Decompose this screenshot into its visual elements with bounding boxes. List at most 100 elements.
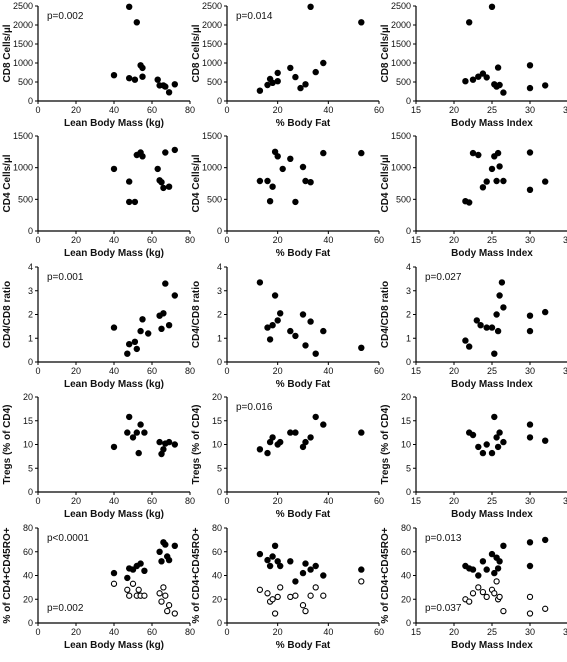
- y-tick-label: 0: [406, 618, 411, 628]
- data-point-filled: [299, 163, 307, 171]
- y-tick-label: 20: [212, 594, 222, 604]
- p-value-annotation: p<0.0001: [47, 533, 89, 544]
- data-point-filled: [496, 163, 503, 170]
- data-point-filled: [500, 542, 507, 549]
- y-tick-label: 1000: [13, 58, 33, 68]
- data-point-open: [493, 578, 500, 585]
- data-point-filled: [488, 324, 496, 331]
- data-point-filled: [526, 149, 534, 156]
- data-point-open: [269, 596, 276, 603]
- data-point-filled: [494, 64, 502, 71]
- y-tick-label: 10: [401, 440, 411, 450]
- data-point-filled: [320, 421, 327, 428]
- data-point-open: [124, 586, 131, 593]
- y-tick-label: 15: [212, 416, 222, 426]
- data-point-filled: [526, 84, 534, 92]
- data-point-filled: [266, 562, 274, 570]
- y-tick-label: 3: [406, 286, 411, 296]
- x-tick-label: 15: [411, 235, 421, 245]
- data-point-filled: [139, 64, 146, 72]
- data-point-open: [165, 602, 173, 609]
- y-tick-label: 1500: [202, 131, 222, 141]
- p-value-annotation: p=0.014: [236, 11, 273, 22]
- data-point-filled: [110, 569, 118, 577]
- data-point-filled: [483, 74, 490, 81]
- y-tick-label: 500: [18, 194, 33, 204]
- data-point-filled: [274, 77, 281, 85]
- data-point-filled: [125, 413, 133, 421]
- x-tick-label: 60: [374, 366, 384, 376]
- y-tick-label: 2500: [13, 1, 33, 11]
- data-point-filled: [491, 569, 498, 577]
- data-point-filled: [162, 541, 169, 548]
- y-tick-label: 20: [401, 392, 411, 402]
- data-point-filled: [466, 199, 473, 206]
- data-point-filled: [160, 184, 167, 192]
- data-point-filled: [171, 441, 179, 448]
- data-point-filled: [500, 304, 507, 311]
- y-tick-label: 500: [207, 194, 222, 204]
- data-point-filled: [494, 443, 502, 451]
- data-point-filled: [277, 438, 284, 446]
- data-point-filled: [274, 153, 281, 160]
- x-tick-label: 0: [224, 627, 229, 637]
- p-value-annotation: p=0.027: [425, 272, 462, 283]
- x-tick-label: 40: [323, 105, 333, 115]
- p-value-annotation: p=0.002: [47, 603, 84, 614]
- y-tick-label: 5: [217, 463, 222, 473]
- data-point-filled: [269, 322, 276, 329]
- data-point-filled: [496, 81, 503, 89]
- y-tick-label: 1500: [13, 131, 33, 141]
- data-point-filled: [466, 343, 473, 350]
- y-tick-label: 0: [217, 487, 222, 497]
- y-tick-label: 4: [217, 262, 222, 272]
- data-point-filled: [125, 74, 133, 82]
- data-point-filled: [500, 438, 507, 446]
- y-tick-label: 2000: [202, 20, 222, 30]
- data-point-open: [141, 592, 148, 599]
- data-point-filled: [307, 179, 314, 186]
- data-point-filled: [466, 19, 473, 26]
- y-tick-label: 60: [401, 547, 411, 557]
- y-axis-title: CD4/CD8 ratio: [191, 281, 202, 348]
- data-point-filled: [526, 434, 534, 441]
- data-point-filled: [125, 178, 133, 185]
- data-point-filled: [264, 324, 271, 331]
- data-point-open: [256, 586, 264, 593]
- y-tick-label: 3: [28, 286, 33, 296]
- data-point-filled: [488, 3, 496, 11]
- data-point-filled: [162, 280, 169, 287]
- data-point-filled: [479, 70, 487, 77]
- x-tick-label: 60: [374, 627, 384, 637]
- x-tick-label: 60: [374, 496, 384, 506]
- data-point-filled: [287, 327, 294, 335]
- x-axis-title: % Body Fat: [276, 640, 331, 651]
- x-tick-label: 0: [224, 496, 229, 506]
- data-point-filled: [297, 84, 304, 92]
- y-tick-label: 1500: [391, 39, 411, 49]
- data-point-filled: [302, 81, 309, 88]
- data-point-filled: [475, 151, 482, 159]
- data-point-filled: [479, 184, 487, 191]
- data-point-filled: [320, 572, 327, 579]
- scatter-panel-ratio-vs-bmi: 15 20 25 30 35 0 1 2 3 4 Body Mass Index CD4/CD8 ra…: [380, 262, 567, 390]
- data-point-filled: [483, 324, 490, 331]
- x-axis-title: % Body Fat: [276, 379, 331, 390]
- data-point-open: [164, 607, 171, 615]
- y-tick-label: 40: [23, 571, 33, 581]
- data-point-filled: [491, 350, 498, 357]
- x-tick-label: 80: [185, 496, 195, 506]
- data-point-filled: [154, 76, 161, 83]
- data-point-open: [307, 592, 314, 599]
- y-tick-label: 4: [28, 262, 33, 272]
- data-point-filled: [469, 76, 477, 83]
- y-tick-label: 500: [207, 77, 222, 87]
- x-tick-label: 40: [323, 496, 333, 506]
- y-tick-label: 80: [212, 523, 222, 533]
- data-point-filled: [307, 566, 314, 573]
- data-point-open: [299, 602, 307, 609]
- y-tick-label: 3: [217, 286, 222, 296]
- data-point-filled: [137, 327, 144, 335]
- x-tick-label: 35: [563, 235, 567, 245]
